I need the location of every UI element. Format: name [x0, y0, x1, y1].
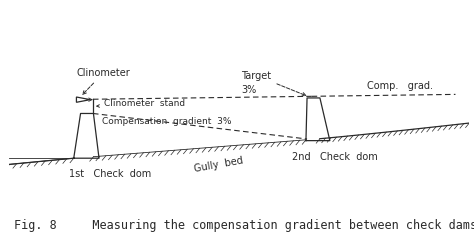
- Text: Clinometer  stand: Clinometer stand: [97, 99, 186, 108]
- Text: Compensation  gradient  3%: Compensation gradient 3%: [102, 117, 232, 126]
- Text: 3%: 3%: [241, 85, 256, 95]
- Text: Target: Target: [241, 71, 306, 96]
- Text: 2nd   Check  dom: 2nd Check dom: [292, 152, 378, 162]
- Text: Comp.   grad.: Comp. grad.: [367, 81, 433, 91]
- Text: Clinometer: Clinometer: [76, 68, 130, 94]
- Text: 1st   Check  dom: 1st Check dom: [69, 169, 151, 179]
- Text: Gully  bed: Gully bed: [193, 155, 244, 174]
- Text: Fig. 8     Measuring the compensation gradient between check dams.: Fig. 8 Measuring the compensation gradie…: [14, 219, 474, 232]
